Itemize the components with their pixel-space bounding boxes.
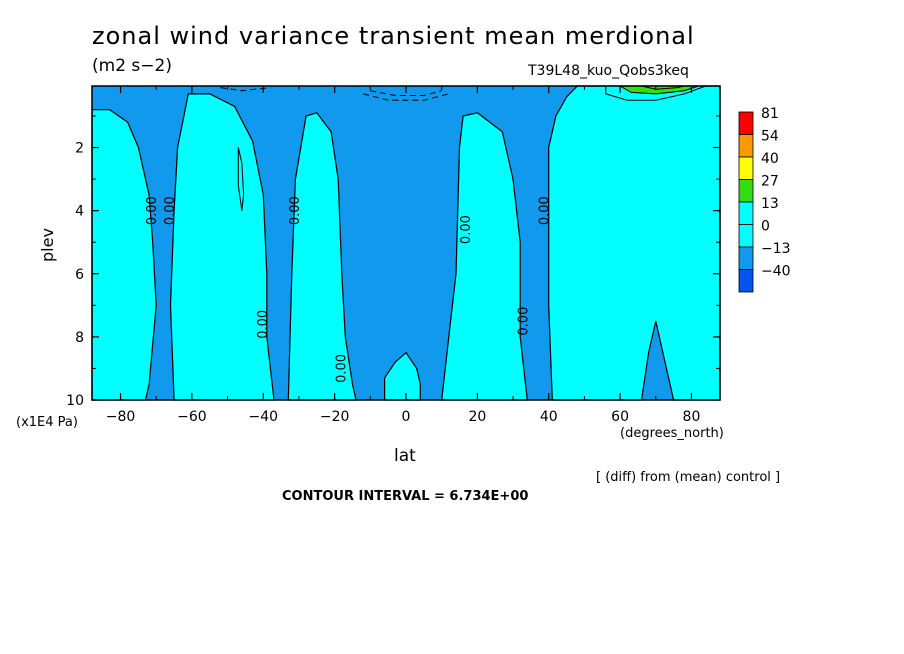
- colorbar-label: 13: [761, 196, 779, 212]
- x-axis-units: (degrees_north): [620, 426, 724, 441]
- chart-title: zonal wind variance transient mean merdi…: [92, 22, 695, 50]
- colorbar-swatch: [738, 156, 754, 180]
- y-tick-label: 6: [75, 267, 84, 283]
- region-positive-nh-65: [548, 85, 721, 401]
- colorbar-swatch: [738, 269, 754, 293]
- dashed-contour-2: [370, 90, 442, 96]
- region-positive-eq: [384, 351, 421, 401]
- y-tick-label: 10: [66, 393, 84, 409]
- dashed-contour-0: [220, 87, 271, 92]
- run-id: T39L48_kuo_Qobs3keq: [528, 63, 689, 79]
- colorbar-label: −13: [761, 241, 791, 257]
- colorbar-swatch: [738, 201, 754, 225]
- colorbar-label: 27: [761, 174, 779, 190]
- x-axis-label: lat: [394, 446, 416, 466]
- contour-labels: 0.00 0.00 0.000.000.000.00 0.000.00: [145, 196, 553, 383]
- region-positive-sh-25: [287, 112, 357, 401]
- contour-label: 0.00: [516, 307, 531, 336]
- contour-interval: CONTOUR INTERVAL = 6.734E+00: [282, 489, 529, 504]
- x-tick-label: −40: [248, 409, 278, 425]
- x-tick-label: 40: [540, 409, 558, 425]
- plot-regions: [91, 85, 721, 401]
- y-tick-label: 4: [75, 204, 84, 220]
- colorbar-swatch: [738, 224, 754, 248]
- diff-note: [ (diff) from (mean) control ]: [596, 470, 781, 485]
- colorbar: 81 54 40 27 13 0 −13 −40: [738, 106, 791, 293]
- x-tick-label: −20: [320, 409, 350, 425]
- region-positive-nh-20: [441, 112, 528, 401]
- x-tick-label: 60: [611, 409, 629, 425]
- contour-label: 0.00: [334, 354, 349, 383]
- plot-contours: [220, 85, 706, 211]
- contour-label: 0.00: [163, 196, 178, 225]
- colorbar-label: 81: [761, 106, 779, 122]
- x-tick-label: 80: [683, 409, 701, 425]
- x-tick-label: 20: [468, 409, 486, 425]
- chart-units: (m2 s−2): [92, 56, 172, 76]
- colorbar-swatch: [738, 246, 754, 270]
- axis-ticks: −80 −60 −40 −20 0 20 40 60 80 2 4 6 8 10: [66, 86, 720, 425]
- x-tick-label: 0: [402, 409, 411, 425]
- colorbar-swatch: [738, 111, 754, 135]
- colorbar-label: 54: [761, 129, 779, 145]
- colorbar-swatch: [738, 179, 754, 203]
- dashed-contour-1: [363, 93, 449, 101]
- contour-label: 0.00: [145, 196, 160, 225]
- y-tick-label: 8: [75, 330, 84, 346]
- y-tick-label: 2: [75, 141, 84, 157]
- contour-label: 0.00: [256, 310, 271, 339]
- x-tick-label: −60: [177, 409, 207, 425]
- region-positive-sh-50: [169, 93, 275, 401]
- colorbar-label: −40: [761, 264, 791, 280]
- colorbar-swatch: [738, 134, 754, 158]
- colorbar-label: 0: [761, 219, 770, 235]
- colorbar-label: 40: [761, 151, 779, 167]
- contour-label: 0.00: [288, 196, 303, 225]
- contour-label: 0.00: [538, 196, 553, 225]
- small-contour: [237, 147, 245, 211]
- y-axis-units: (x1E4 Pa): [16, 415, 78, 430]
- x-tick-label: −80: [106, 409, 136, 425]
- contour-label: 0.00: [459, 215, 474, 244]
